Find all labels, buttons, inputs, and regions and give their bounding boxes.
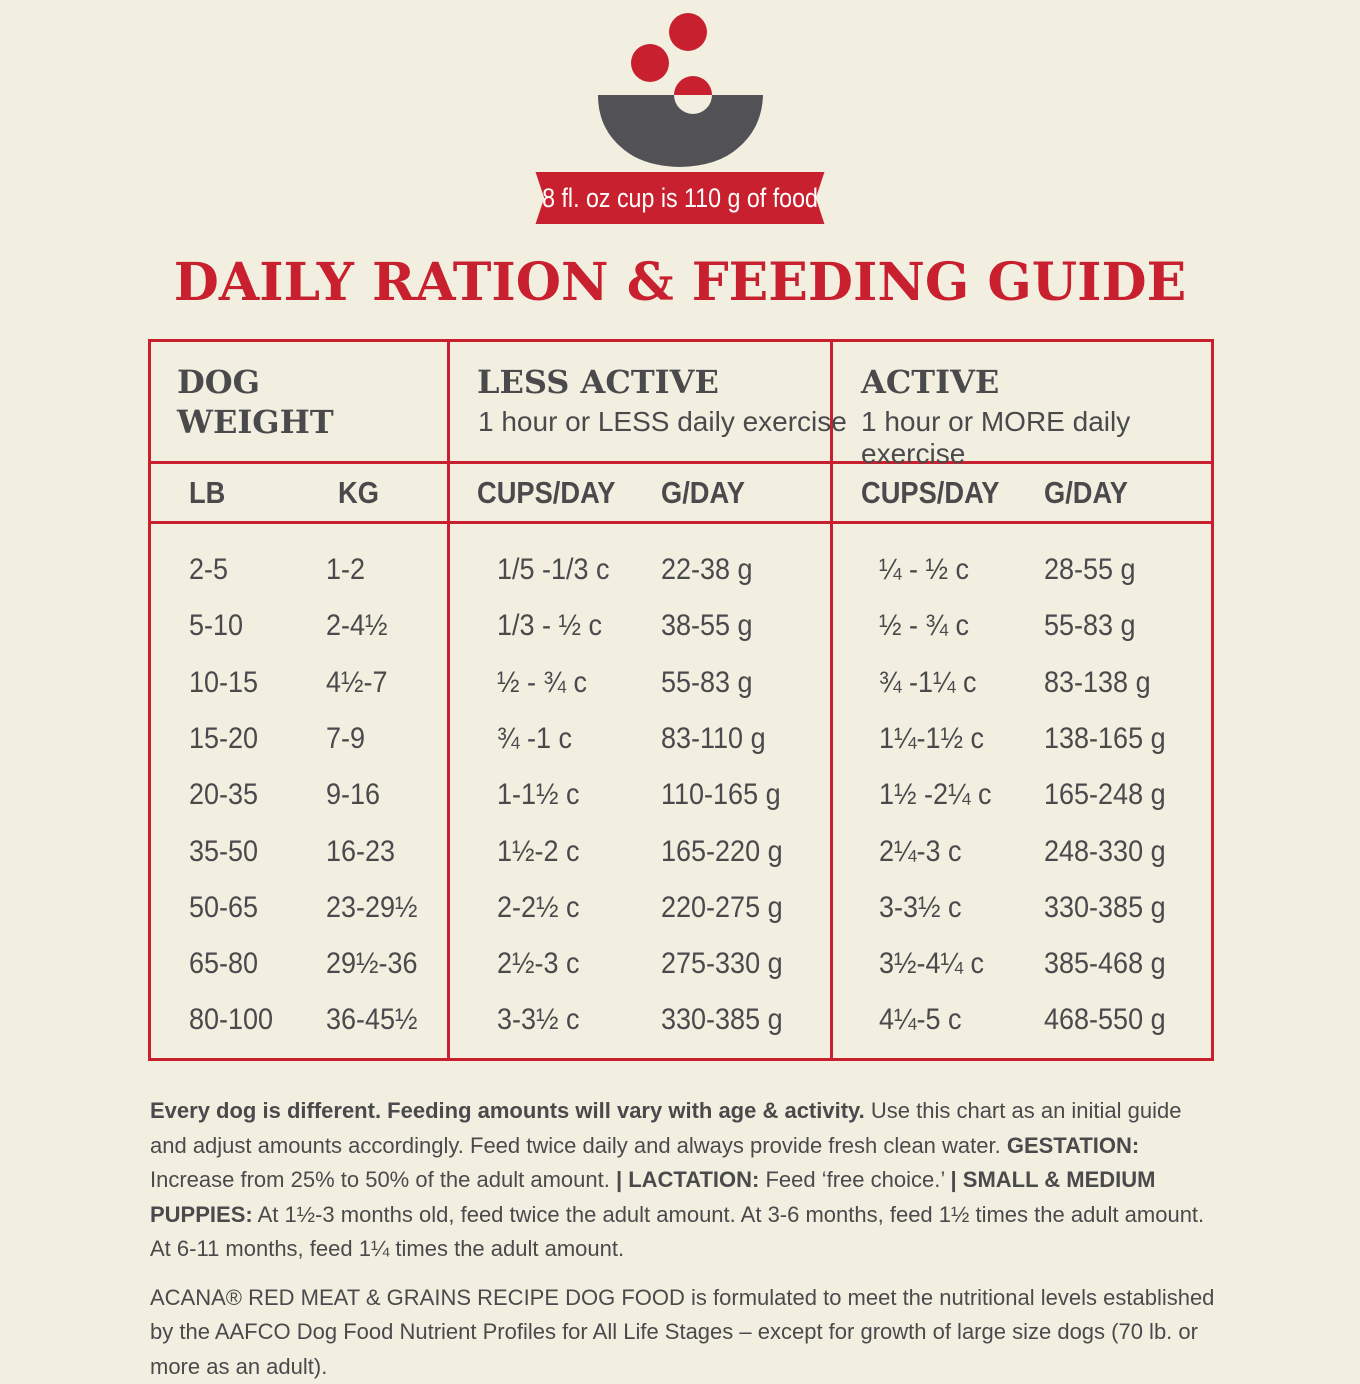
cell-g-active: 330-385 g xyxy=(1044,891,1166,925)
cell-g-less: 83-110 g xyxy=(661,722,766,756)
cell-lb: 10-15 xyxy=(189,666,258,700)
cell-lb: 50-65 xyxy=(189,891,258,925)
cell-lb: 65-80 xyxy=(189,947,258,981)
table-row: 35-50 16-23 1½-2 c 165-220 g 2¼-3 c 248-330 g xyxy=(151,835,1211,891)
cell-cups-active: 4¼-5 c xyxy=(879,1003,962,1037)
cell-g-less: 38-55 g xyxy=(661,609,753,643)
active-heading: ACTIVE xyxy=(861,362,999,402)
cell-cups-less: 1/5 -1/3 c xyxy=(497,553,610,587)
cell-cups-active: 1½ -2¼ c xyxy=(879,778,992,812)
cell-cups-active: ½ - ¾ c xyxy=(879,609,969,643)
cell-cups-less: 3-3½ c xyxy=(497,1003,580,1037)
cell-g-active: 248-330 g xyxy=(1044,835,1166,869)
cell-cups-active: 3½-4¼ c xyxy=(879,947,984,981)
cell-cups-less: ½ - ¾ c xyxy=(497,666,587,700)
table-row: 50-65 23-29½ 2-2½ c 220-275 g 3-3½ c 330-385 … xyxy=(151,891,1211,947)
cell-g-less: 55-83 g xyxy=(661,666,753,700)
cell-cups-active: ¾ -1¼ c xyxy=(879,666,977,700)
cell-cups-active: ¼ - ½ c xyxy=(879,553,969,587)
food-bowl-icon xyxy=(590,8,770,173)
cell-g-less: 22-38 g xyxy=(661,553,753,587)
cell-lb: 20-35 xyxy=(189,778,258,812)
page-title: DAILY RATION & FEEDING GUIDE xyxy=(0,252,1360,313)
cell-cups-less: 2½-3 c xyxy=(497,947,580,981)
cell-lb: 2-5 xyxy=(189,553,228,587)
table-row: 80-100 36-45½ 3-3½ c 330-385 g 4¼-5 c 468-550… xyxy=(151,1003,1211,1059)
cell-cups-less: 1/3 - ½ c xyxy=(497,609,602,643)
cell-kg: 16-23 xyxy=(326,835,395,869)
cell-cups-less: 1½-2 c xyxy=(497,835,580,869)
cell-g-less: 275-330 g xyxy=(661,947,783,981)
cell-kg: 29½-36 xyxy=(326,947,418,981)
cell-lb: 80-100 xyxy=(189,1003,273,1037)
kibble-icon xyxy=(669,13,707,51)
cell-kg: 36-45½ xyxy=(326,1003,418,1037)
cell-g-active: 165-248 g xyxy=(1044,778,1166,812)
cell-g-less: 110-165 g xyxy=(661,778,781,812)
table-row: 20-35 9-16 1-1½ c 110-165 g 1½ -2¼ c 165-248 … xyxy=(151,778,1211,834)
feeding-notes: Every dog is different. Feeding amounts … xyxy=(150,1094,1220,1384)
table-row: 10-15 4½-7 ½ - ¾ c 55-83 g ¾ -1¼ c 83-138 g xyxy=(151,666,1211,722)
cell-g-less: 220-275 g xyxy=(661,891,783,925)
cell-lb: 15-20 xyxy=(189,722,258,756)
cell-g-active: 28-55 g xyxy=(1044,553,1136,587)
column-header-kg: KG xyxy=(338,475,379,511)
notes-paragraph: Every dog is different. Feeding amounts … xyxy=(150,1094,1220,1267)
cell-cups-active: 3-3½ c xyxy=(879,891,962,925)
cell-kg: 1-2 xyxy=(326,553,365,587)
less-active-subtitle: 1 hour or LESS daily exercise xyxy=(478,406,847,438)
cell-cups-less: 1-1½ c xyxy=(497,778,580,812)
cell-lb: 5-10 xyxy=(189,609,243,643)
cell-g-less: 330-385 g xyxy=(661,1003,783,1037)
cell-kg: 2-4½ xyxy=(326,609,388,643)
cell-kg: 23-29½ xyxy=(326,891,418,925)
column-header-lb: LB xyxy=(189,475,225,511)
column-header-cups-active: CUPS/DAY xyxy=(861,475,999,511)
cell-cups-active: 2¼-3 c xyxy=(879,835,962,869)
aafco-disclaimer: ACANA® RED MEAT & GRAINS RECIPE DOG FOOD… xyxy=(150,1281,1220,1384)
cell-g-less: 165-220 g xyxy=(661,835,783,869)
table-row: 65-80 29½-36 2½-3 c 275-330 g 3½-4¼ c 385-468… xyxy=(151,947,1211,1003)
column-header-g-active: G/DAY xyxy=(1044,475,1128,511)
cell-cups-less: 2-2½ c xyxy=(497,891,580,925)
dog-weight-heading: DOG WEIGHT xyxy=(177,362,334,442)
active-subtitle: 1 hour or MORE daily exercise xyxy=(861,406,1211,470)
table-row: 2-5 1-2 1/5 -1/3 c 22-38 g ¼ - ½ c 28-55 g xyxy=(151,553,1211,609)
less-active-heading: LESS ACTIVE xyxy=(477,362,719,402)
cell-g-active: 468-550 g xyxy=(1044,1003,1166,1037)
column-header-g-less: G/DAY xyxy=(661,475,745,511)
cell-g-active: 83-138 g xyxy=(1044,666,1151,700)
cell-g-active: 55-83 g xyxy=(1044,609,1136,643)
cell-lb: 35-50 xyxy=(189,835,258,869)
cell-cups-active: 1¼-1½ c xyxy=(879,722,984,756)
table-row: 15-20 7-9 ¾ -1 c 83-110 g 1¼-1½ c 138-165 g xyxy=(151,722,1211,778)
cell-kg: 4½-7 xyxy=(326,666,388,700)
column-header-cups-less: CUPS/DAY xyxy=(477,475,615,511)
cup-size-banner: 8 fl. oz cup is 110 g of food xyxy=(536,172,825,224)
kibble-icon xyxy=(631,44,669,82)
cell-kg: 7-9 xyxy=(326,722,365,756)
cell-g-active: 385-468 g xyxy=(1044,947,1166,981)
cell-cups-less: ¾ -1 c xyxy=(497,722,572,756)
cell-g-active: 138-165 g xyxy=(1044,722,1166,756)
cell-kg: 9-16 xyxy=(326,778,380,812)
table-row: 5-10 2-4½ 1/3 - ½ c 38-55 g ½ - ¾ c 55-83 g xyxy=(151,609,1211,665)
feeding-table: DOG WEIGHT LESS ACTIVE 1 hour or LESS da… xyxy=(148,339,1214,1061)
